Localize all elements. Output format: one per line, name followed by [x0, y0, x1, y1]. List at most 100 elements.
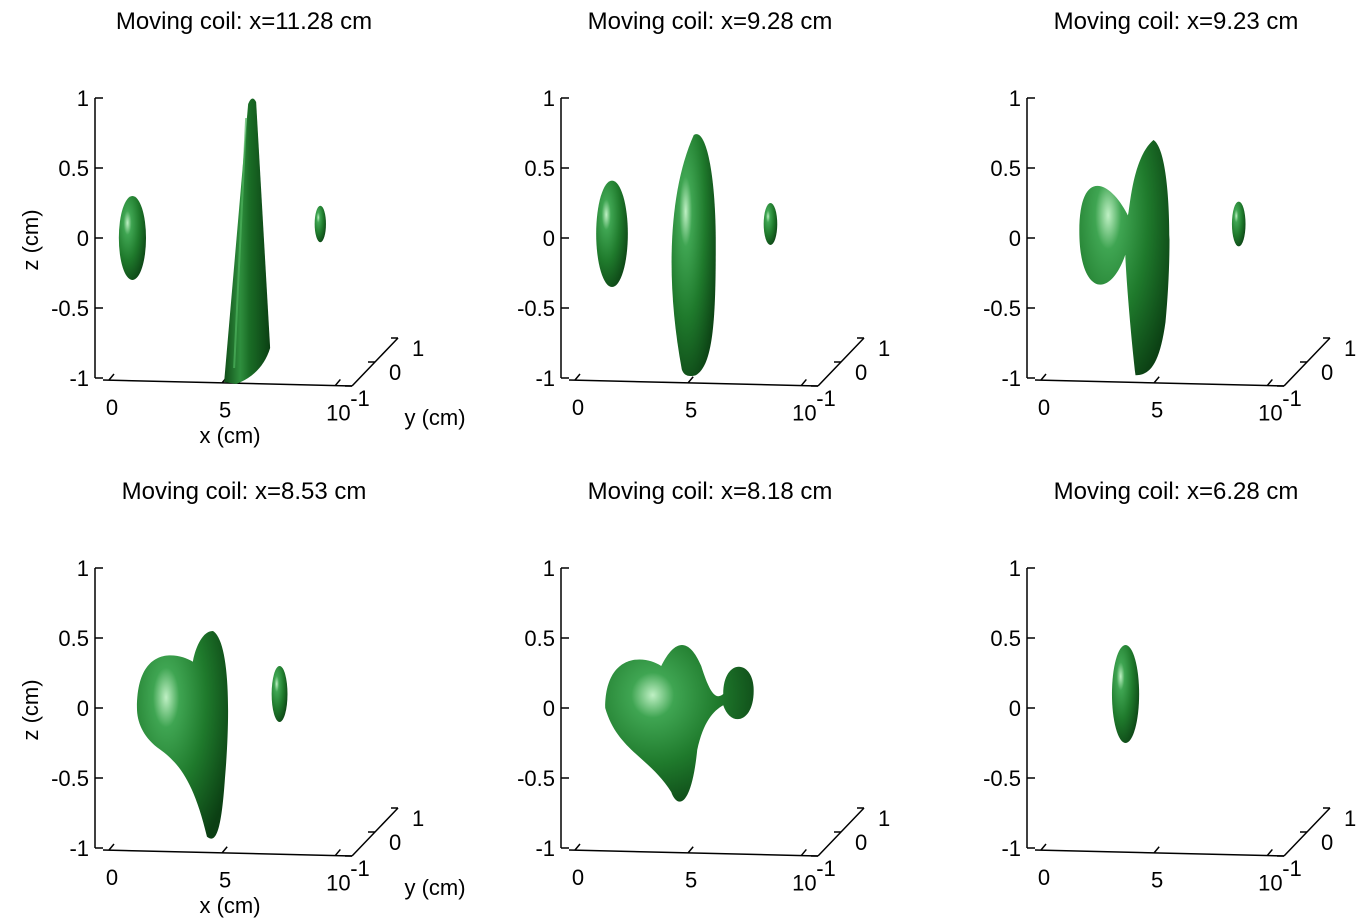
x-tick-label: 0 [1038, 865, 1050, 890]
y-axis-label: y (cm) [404, 405, 465, 430]
y-axis-label: y (cm) [404, 875, 465, 900]
isosurface-blob [314, 205, 326, 243]
z-axis-label: z (cm) [18, 679, 43, 740]
x-tick [221, 846, 228, 854]
y-tick-label: 0 [389, 360, 401, 385]
x-tick-label: 5 [219, 398, 231, 423]
x-tick-label: 0 [106, 395, 118, 420]
z-tick-label: 0 [1009, 696, 1021, 721]
isosurface-blob [1231, 201, 1246, 247]
x-tick [108, 373, 115, 381]
subplot-2: Moving coil: x=9.28 cm-1-0.500.510 5 10-10… [517, 8, 890, 425]
subplot-title: Moving coil: x=6.28 cm [1054, 478, 1299, 505]
z-tick-label: 0 [77, 226, 89, 251]
y-tick-label: 0 [1321, 360, 1333, 385]
z-tick-label: 0 [1009, 226, 1021, 251]
x-axis-line [102, 379, 353, 387]
y-tick-label: -1 [1282, 386, 1302, 411]
z-tick-label: -1 [69, 836, 89, 861]
y-tick-label: 1 [878, 806, 890, 831]
x-tick-label: 10 [792, 870, 816, 895]
isosurface-blob [1079, 140, 1170, 376]
x-tick [800, 848, 807, 856]
subplot-title: Moving coil: x=8.18 cm [588, 478, 833, 505]
y-tick-label: -1 [816, 856, 836, 881]
subplot-title: Moving coil: x=11.28 cm [116, 8, 372, 35]
subplot-1: Moving coil: x=11.28 cm-1-0.500.510 5 10-1… [18, 8, 466, 448]
y-tick-label: 0 [855, 830, 867, 855]
z-tick-label: 0.5 [990, 626, 1021, 651]
x-tick [574, 373, 581, 381]
x-tick-label: 0 [1038, 395, 1050, 420]
z-tick-label: 0 [77, 696, 89, 721]
x-axis-line [568, 849, 819, 857]
x-tick [334, 378, 341, 386]
y-tick-label: -1 [350, 856, 370, 881]
y-tick-label: 0 [1321, 830, 1333, 855]
y-tick-label: 0 [855, 360, 867, 385]
y-tick-label: 0 [389, 830, 401, 855]
y-tick-label: -1 [816, 386, 836, 411]
x-tick [1040, 843, 1047, 851]
isosurface-blob [763, 203, 778, 245]
z-tick-label: 0.5 [58, 156, 89, 181]
z-tick-label: 1 [543, 556, 555, 581]
x-tick-label: 0 [572, 395, 584, 420]
x-axis-label: x (cm) [199, 423, 260, 448]
z-tick-label: -0.5 [983, 766, 1021, 791]
x-tick [1266, 848, 1273, 856]
subplot-title: Moving coil: x=9.28 cm [588, 8, 833, 35]
z-tick-label: -1 [535, 366, 555, 391]
x-tick-label: 5 [685, 868, 697, 893]
y-tick-label: 1 [412, 336, 424, 361]
z-tick-label: 1 [543, 86, 555, 111]
x-tick [574, 843, 581, 851]
x-axis-label: x (cm) [199, 893, 260, 918]
z-tick-label: -0.5 [517, 766, 555, 791]
isosurface-blob [136, 631, 229, 839]
x-tick [687, 376, 694, 384]
x-tick [1040, 373, 1047, 381]
z-tick-label: 1 [77, 86, 89, 111]
x-axis-line [1034, 379, 1285, 387]
y-tick-label: 1 [878, 336, 890, 361]
x-tick-label: 0 [572, 865, 584, 890]
x-tick [687, 846, 694, 854]
z-tick-label: -0.5 [517, 296, 555, 321]
x-tick [108, 843, 115, 851]
z-tick-label: 0 [543, 226, 555, 251]
x-axis-line [102, 849, 353, 857]
y-tick-label: 1 [412, 806, 424, 831]
subplot-6: Moving coil: x=6.28 cm-1-0.500.510 5 10-10… [983, 478, 1356, 895]
z-tick-label: 0.5 [524, 626, 555, 651]
isosurface-blob [118, 196, 147, 280]
sheet-highlight [233, 117, 248, 369]
x-tick-label: 0 [106, 865, 118, 890]
z-tick-label: 1 [77, 556, 89, 581]
z-tick-label: 0 [543, 696, 555, 721]
x-tick-label: 10 [792, 400, 816, 425]
x-tick-label: 5 [1151, 868, 1163, 893]
z-tick-label: -1 [535, 836, 555, 861]
isosurface-blob [1111, 645, 1140, 743]
z-axis-label: z (cm) [18, 209, 43, 270]
z-tick-label: -0.5 [51, 766, 89, 791]
x-tick-label: 10 [1258, 870, 1282, 895]
x-tick-label: 5 [219, 868, 231, 893]
z-tick-label: 0.5 [990, 156, 1021, 181]
isosurface-blob [271, 666, 288, 722]
z-tick-label: -1 [1001, 366, 1021, 391]
x-tick-label: 5 [1151, 398, 1163, 423]
isosurface-blob [671, 134, 716, 376]
z-tick-label: -1 [1001, 836, 1021, 861]
subplot-5: Moving coil: x=8.18 cm-1-0.500.510 5 10-10… [517, 478, 890, 895]
isosurface-sheet [224, 98, 271, 384]
z-tick-label: 0.5 [58, 626, 89, 651]
subplot-title: Moving coil: x=9.23 cm [1054, 8, 1299, 35]
y-tick-label: 1 [1344, 336, 1356, 361]
x-tick [800, 378, 807, 386]
x-tick-label: 10 [1258, 400, 1282, 425]
subplot-4: Moving coil: x=8.53 cm-1-0.500.510 5 10-10… [18, 478, 466, 918]
y-tick-label: -1 [1282, 856, 1302, 881]
